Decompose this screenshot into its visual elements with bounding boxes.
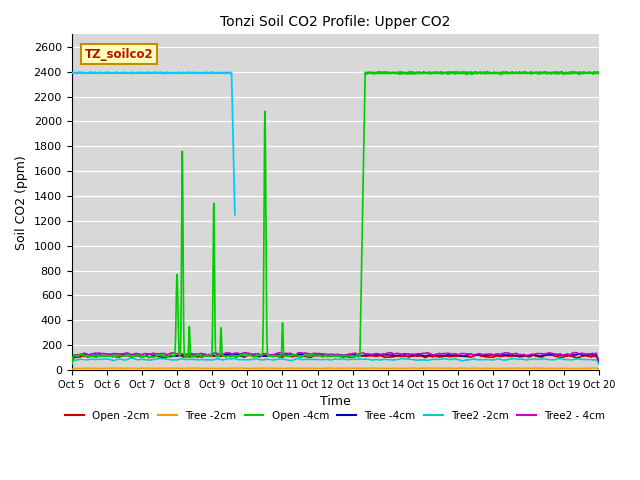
Y-axis label: Soil CO2 (ppm): Soil CO2 (ppm): [15, 155, 28, 250]
Title: Tonzi Soil CO2 Profile: Upper CO2: Tonzi Soil CO2 Profile: Upper CO2: [220, 15, 451, 29]
X-axis label: Time: Time: [320, 396, 351, 408]
Legend: Open -2cm, Tree -2cm, Open -4cm, Tree -4cm, Tree2 -2cm, Tree2 - 4cm: Open -2cm, Tree -2cm, Open -4cm, Tree -4…: [61, 407, 609, 425]
Text: TZ_soilco2: TZ_soilco2: [84, 48, 154, 61]
